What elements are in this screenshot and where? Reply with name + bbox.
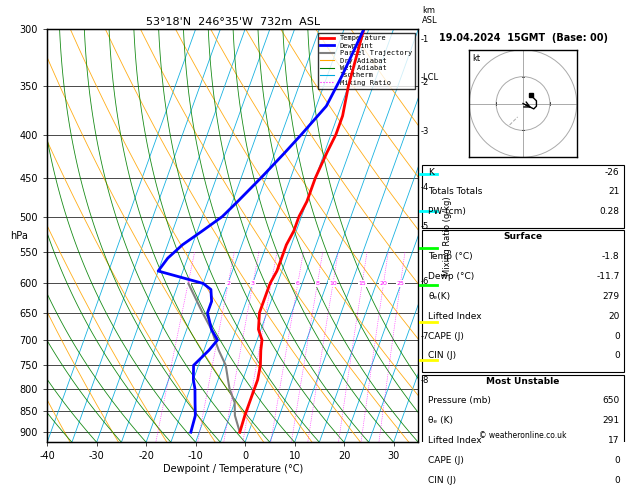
Text: 17: 17 <box>608 436 620 445</box>
Legend: Temperature, Dewpoint, Parcel Trajectory, Dry Adiabat, Wet Adiabat, Isotherm, Mi: Temperature, Dewpoint, Parcel Trajectory… <box>318 33 415 88</box>
Text: CAPE (J): CAPE (J) <box>428 456 464 465</box>
Text: -2: -2 <box>420 78 428 87</box>
Text: 25: 25 <box>396 281 404 286</box>
Text: 20: 20 <box>608 312 620 321</box>
Text: 4: 4 <box>269 281 273 286</box>
Text: 10: 10 <box>329 281 337 286</box>
Text: -8: -8 <box>420 376 428 385</box>
Text: kt: kt <box>472 54 481 63</box>
Text: © weatheronline.co.uk: © weatheronline.co.uk <box>479 431 567 440</box>
Text: 6: 6 <box>296 281 299 286</box>
Text: hPa: hPa <box>10 231 28 241</box>
Text: -LCL: -LCL <box>420 73 438 82</box>
Text: 0: 0 <box>614 351 620 361</box>
Text: 650: 650 <box>603 397 620 405</box>
Text: 15: 15 <box>359 281 366 286</box>
Text: 2: 2 <box>226 281 230 286</box>
Text: Pressure (mb): Pressure (mb) <box>428 397 491 405</box>
Text: 3: 3 <box>251 281 255 286</box>
X-axis label: Dewpoint / Temperature (°C): Dewpoint / Temperature (°C) <box>163 464 303 474</box>
Text: -6: -6 <box>420 277 428 286</box>
Text: Dewp (°C): Dewp (°C) <box>428 272 475 281</box>
Text: 21: 21 <box>608 188 620 196</box>
Text: 8: 8 <box>315 281 320 286</box>
Text: 20: 20 <box>379 281 387 286</box>
Text: Surface: Surface <box>503 232 543 242</box>
Text: K: K <box>428 168 434 176</box>
Text: Mixing Ratio (g/kg): Mixing Ratio (g/kg) <box>443 196 452 276</box>
Text: -11.7: -11.7 <box>596 272 620 281</box>
Text: Totals Totals: Totals Totals <box>428 188 483 196</box>
Text: Most Unstable: Most Unstable <box>486 377 560 385</box>
Text: 0: 0 <box>614 476 620 485</box>
Text: -5: -5 <box>420 222 428 231</box>
Text: 279: 279 <box>603 292 620 301</box>
Text: θₑ (K): θₑ (K) <box>428 416 454 425</box>
Text: Lifted Index: Lifted Index <box>428 312 482 321</box>
Text: CAPE (J): CAPE (J) <box>428 331 464 341</box>
Text: 1: 1 <box>186 281 190 286</box>
Text: 0: 0 <box>614 456 620 465</box>
Text: Lifted Index: Lifted Index <box>428 436 482 445</box>
Text: 0: 0 <box>614 331 620 341</box>
Text: CIN (J): CIN (J) <box>428 351 457 361</box>
Text: -3: -3 <box>420 127 428 136</box>
Text: -4: -4 <box>420 183 428 192</box>
Text: 19.04.2024  15GMT  (Base: 00): 19.04.2024 15GMT (Base: 00) <box>438 34 608 43</box>
Text: Temp (°C): Temp (°C) <box>428 252 473 261</box>
Title: 53°18'N  246°35'W  732m  ASL: 53°18'N 246°35'W 732m ASL <box>146 17 320 27</box>
Text: km
ASL: km ASL <box>422 6 438 25</box>
Text: θₑ(K): θₑ(K) <box>428 292 450 301</box>
Text: CIN (J): CIN (J) <box>428 476 457 485</box>
Text: -7: -7 <box>420 332 428 341</box>
Text: -1: -1 <box>420 35 428 44</box>
Text: 0.28: 0.28 <box>599 207 620 216</box>
Text: 291: 291 <box>603 416 620 425</box>
Text: -1.8: -1.8 <box>602 252 620 261</box>
Text: PW (cm): PW (cm) <box>428 207 466 216</box>
Text: -26: -26 <box>605 168 620 176</box>
